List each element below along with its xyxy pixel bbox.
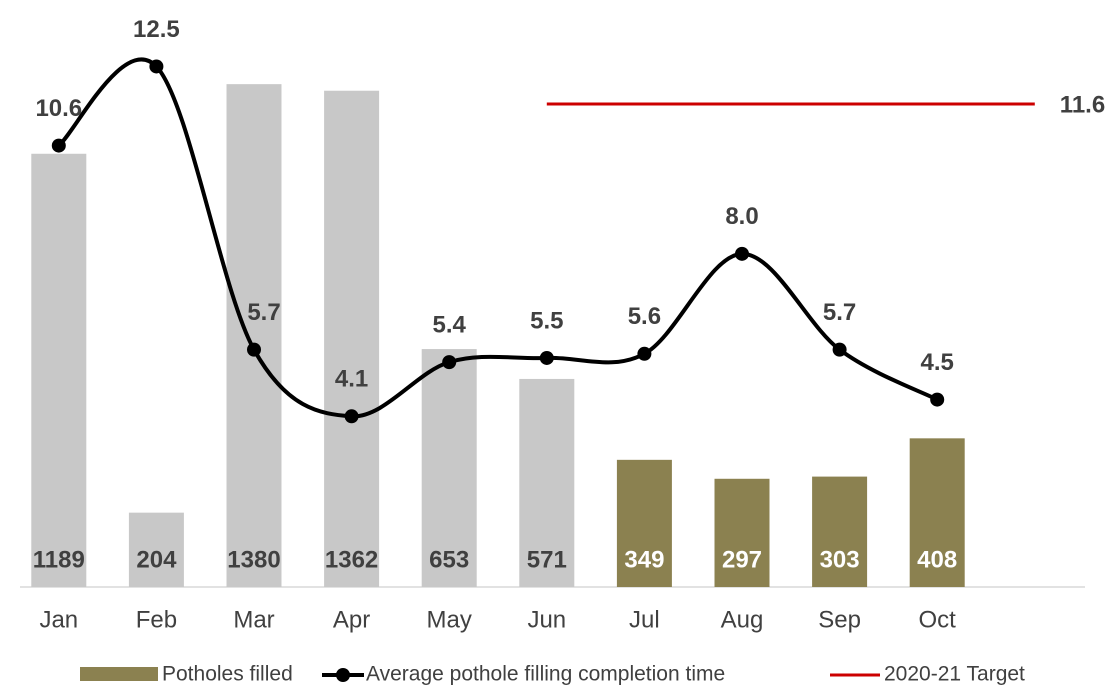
line-value-label: 5.7 xyxy=(823,299,856,326)
line-value-label: 4.5 xyxy=(921,349,954,376)
x-tick-label: Apr xyxy=(333,606,370,633)
bar xyxy=(519,378,575,587)
bar-value-label: 204 xyxy=(136,546,177,573)
line-value-label: 5.6 xyxy=(628,303,661,330)
bar-value-label: 297 xyxy=(722,546,762,573)
line xyxy=(57,57,939,419)
legend-label: Potholes filled xyxy=(162,663,293,686)
line-point xyxy=(637,346,652,361)
x-tick-label: Oct xyxy=(919,606,957,633)
line-point xyxy=(735,246,749,261)
bar xyxy=(616,459,672,587)
bar-value-label: 408 xyxy=(917,546,957,573)
line-value-label: 5.4 xyxy=(433,311,467,338)
line-value-label: 8.0 xyxy=(725,203,758,230)
bar xyxy=(324,90,380,587)
x-tick-label: Mar xyxy=(233,606,274,633)
bar xyxy=(909,438,965,587)
line-value-label: 10.6 xyxy=(35,95,82,122)
line-value-label: 5.7 xyxy=(247,299,280,326)
x-tick-label: Jul xyxy=(629,606,660,633)
bar-value-label: 1189 xyxy=(33,546,85,573)
line-point xyxy=(442,355,457,370)
x-tick-label: Aug xyxy=(721,606,764,633)
bar-value-label: 349 xyxy=(624,546,664,573)
legend-swatch xyxy=(336,668,350,682)
bar xyxy=(714,478,770,587)
line-point xyxy=(247,342,261,357)
x-tick-label: May xyxy=(427,606,472,633)
bar-value-label: 1380 xyxy=(227,546,280,573)
line-point xyxy=(539,350,554,365)
bar-value-label: 1362 xyxy=(325,546,378,573)
line-point xyxy=(344,409,359,424)
bar xyxy=(31,153,87,587)
line-point xyxy=(149,59,164,74)
line-value-label: 12.5 xyxy=(133,16,180,43)
x-tick-label: Jun xyxy=(527,606,566,633)
line-point xyxy=(930,392,945,407)
legend-swatch xyxy=(80,667,158,681)
bar xyxy=(128,512,184,587)
bar-value-label: 571 xyxy=(527,546,567,573)
bar xyxy=(421,349,477,587)
target-label: 11.6 xyxy=(1060,91,1105,118)
bar xyxy=(812,476,868,587)
line-point xyxy=(51,138,66,153)
x-tick-label: Sep xyxy=(818,606,861,633)
x-tick-label: Jan xyxy=(39,606,78,633)
legend-label: 2020-21 Target xyxy=(884,663,1025,686)
line-value-label: 5.5 xyxy=(530,307,563,334)
line-point xyxy=(832,342,847,357)
line-value-label: 4.1 xyxy=(335,366,368,393)
legend-label: Average pothole filling completion time xyxy=(366,663,725,686)
bar-value-label: 303 xyxy=(820,546,860,573)
x-tick-label: Feb xyxy=(136,606,177,633)
bar-value-label: 653 xyxy=(429,546,469,573)
bar xyxy=(226,84,282,587)
